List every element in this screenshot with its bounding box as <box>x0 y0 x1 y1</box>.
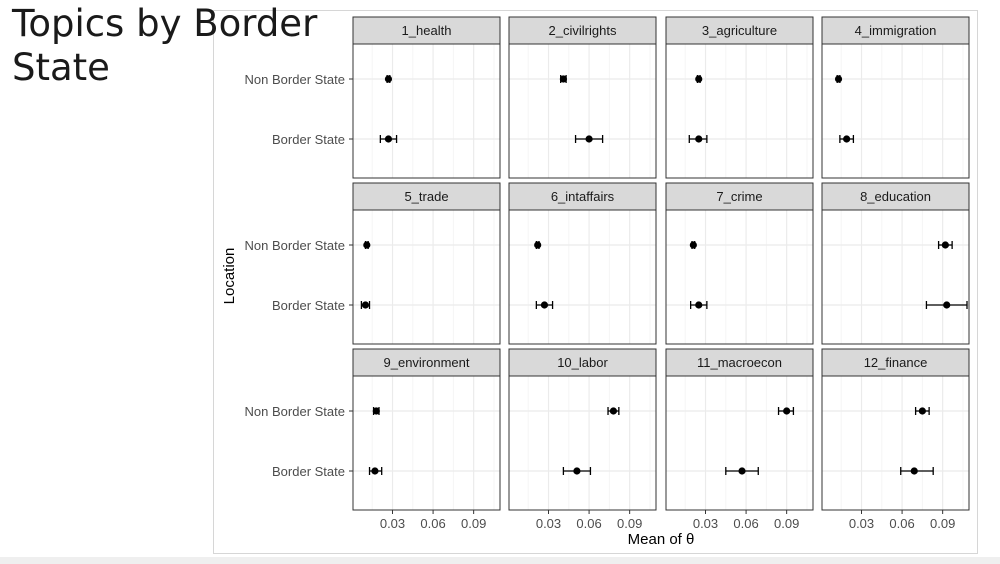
facet-panel-border <box>508 43 657 179</box>
x-tick-label: 0.09 <box>930 516 955 531</box>
facet-panel-border <box>665 209 814 345</box>
data-point <box>834 75 843 83</box>
x-tick-label: 0.03 <box>693 516 718 531</box>
facet-strip-label: 9_environment <box>384 355 470 370</box>
y-tick-label: Border State <box>272 464 345 479</box>
facet-panel-bg <box>509 210 656 344</box>
facet-panel-bg <box>822 376 969 510</box>
facet-panel-border <box>665 43 814 179</box>
facet-panel-border <box>821 375 970 511</box>
data-point <box>573 467 581 475</box>
facet-strip-label: 2_civilrights <box>549 23 617 38</box>
data-point <box>559 75 567 83</box>
data-point <box>695 135 703 143</box>
data-point <box>384 135 393 143</box>
data-point <box>372 407 380 415</box>
y-tick-label: Non Border State <box>245 72 345 87</box>
facet-strip <box>508 182 657 211</box>
facet-strip-label: 3_agriculture <box>702 23 777 38</box>
facet-strip-label: 11_macroecon <box>697 355 782 370</box>
x-axis-title: Mean of θ <box>628 531 695 548</box>
facet-strip-label: 10_labor <box>557 355 608 370</box>
data-point <box>585 135 593 143</box>
x-tick-label: 0.09 <box>461 516 486 531</box>
facet-panel-bg <box>353 376 500 510</box>
facet-panel-bg <box>822 44 969 178</box>
x-tick-label: 0.06 <box>889 516 914 531</box>
facet-strip <box>665 16 814 45</box>
facet-panel-border <box>508 209 657 345</box>
facet-panel-bg <box>666 376 813 510</box>
facet-strip <box>821 16 970 45</box>
data-point <box>910 467 918 475</box>
data-point <box>689 241 697 249</box>
facet-strip <box>665 348 814 377</box>
data-point <box>738 467 746 475</box>
y-tick-label: Border State <box>272 298 345 313</box>
data-point <box>941 241 949 249</box>
data-point <box>540 301 549 309</box>
x-tick-label: 0.06 <box>733 516 758 531</box>
data-point <box>783 407 791 415</box>
facet-strip <box>508 16 657 45</box>
facet-panel-border <box>508 375 657 511</box>
x-tick-label: 0.06 <box>576 516 601 531</box>
facet-panel-bg <box>509 44 656 178</box>
facet-strip-label: 1_health <box>402 23 452 38</box>
data-point <box>695 75 703 83</box>
facet-panel-border <box>665 375 814 511</box>
facet-panel-bg <box>822 210 969 344</box>
facet-strip-label: 6_intaffairs <box>551 189 615 204</box>
data-point <box>363 241 371 249</box>
data-point <box>843 135 851 143</box>
facet-strip-label: 8_education <box>860 189 931 204</box>
facet-panel-bg <box>666 44 813 178</box>
facet-strip-label: 7_crime <box>716 189 762 204</box>
data-point <box>361 301 370 309</box>
facet-strip <box>821 182 970 211</box>
y-tick-label: Border State <box>272 132 345 147</box>
y-tick-label: Non Border State <box>245 238 345 253</box>
x-tick-label: 0.06 <box>420 516 445 531</box>
facet-strip-label: 4_immigration <box>855 23 937 38</box>
facet-strip <box>352 16 501 45</box>
x-tick-label: 0.09 <box>617 516 642 531</box>
slide-title: Topics by Border State <box>12 2 318 89</box>
facet-panel-border <box>352 375 501 511</box>
data-point <box>371 467 379 475</box>
facet-strip-label: 5_trade <box>404 189 448 204</box>
facet-panel-border <box>352 43 501 179</box>
facet-panel-bg <box>509 376 656 510</box>
facet-panel-bg <box>353 44 500 178</box>
data-point <box>609 407 618 415</box>
x-tick-label: 0.03 <box>380 516 405 531</box>
x-tick-label: 0.03 <box>849 516 874 531</box>
facet-panel-bg <box>666 210 813 344</box>
slide-bottom-strip <box>0 557 1000 564</box>
data-point <box>943 301 951 309</box>
data-point <box>918 407 926 415</box>
facet-panel-border <box>352 209 501 345</box>
x-tick-label: 0.09 <box>774 516 799 531</box>
facet-strip <box>665 182 814 211</box>
facet-panel-bg <box>353 210 500 344</box>
x-tick-label: 0.03 <box>536 516 561 531</box>
facet-strip <box>352 348 501 377</box>
facet-panel-border <box>821 43 970 179</box>
data-point <box>384 75 393 83</box>
facet-strip <box>352 182 501 211</box>
y-tick-label: Non Border State <box>245 404 345 419</box>
facet-panel-border <box>821 209 970 345</box>
facet-strip-label: 12_finance <box>864 355 928 370</box>
data-point <box>695 301 703 309</box>
y-axis-title: Location <box>221 248 238 305</box>
data-point <box>534 241 542 249</box>
facet-strip <box>508 348 657 377</box>
